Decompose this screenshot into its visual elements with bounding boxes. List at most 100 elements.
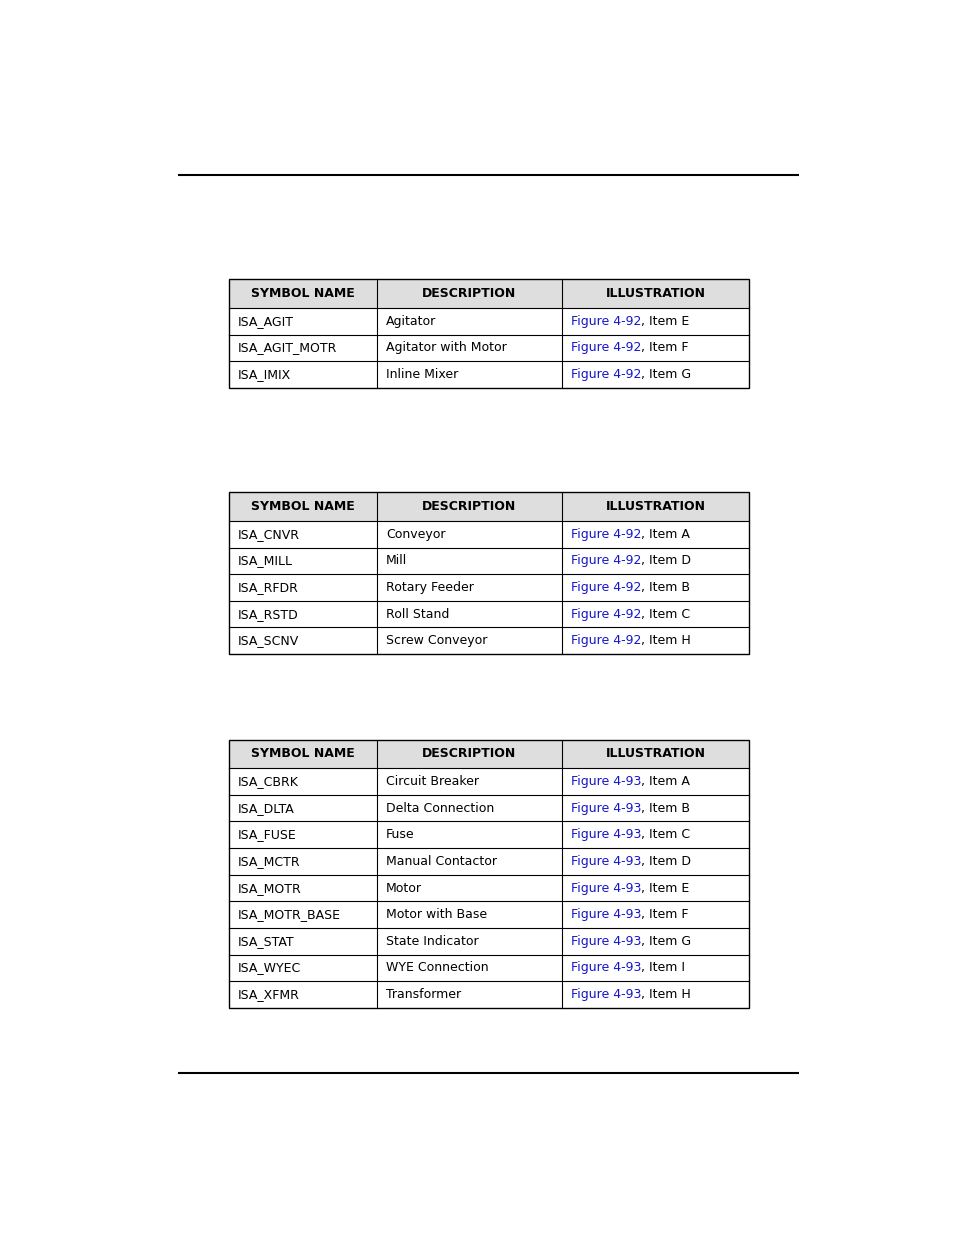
Bar [229, 601, 748, 627]
Text: DESCRIPTION: DESCRIPTION [422, 500, 516, 514]
Text: Figure 4-93: Figure 4-93 [570, 988, 640, 1002]
Bar [229, 361, 748, 388]
Text: Conveyor: Conveyor [385, 527, 445, 541]
Text: SYMBOL NAME: SYMBOL NAME [251, 500, 355, 514]
Text: ISA_CBRK: ISA_CBRK [237, 776, 298, 788]
Text: Screw Conveyor: Screw Conveyor [385, 635, 487, 647]
Text: , Item B: , Item B [640, 802, 689, 815]
Text: State Indicator: State Indicator [385, 935, 478, 947]
Text: , Item I: , Item I [640, 961, 684, 974]
Text: ISA_XFMR: ISA_XFMR [237, 988, 299, 1002]
Text: Motor with Base: Motor with Base [385, 908, 486, 921]
Bar [229, 927, 748, 955]
Text: , Item E: , Item E [640, 882, 689, 894]
Text: Roll Stand: Roll Stand [385, 608, 449, 621]
Text: Figure 4-93: Figure 4-93 [570, 961, 640, 974]
Bar [229, 627, 748, 655]
Text: Figure 4-93: Figure 4-93 [570, 882, 640, 894]
Text: ISA_SCNV: ISA_SCNV [237, 635, 298, 647]
Text: , Item A: , Item A [640, 527, 689, 541]
Bar [229, 955, 748, 982]
Text: ISA_DLTA: ISA_DLTA [237, 802, 294, 815]
Text: ISA_MOTR: ISA_MOTR [237, 882, 301, 894]
Text: ISA_WYEC: ISA_WYEC [237, 961, 300, 974]
Bar [229, 279, 748, 308]
Text: Transformer: Transformer [385, 988, 460, 1002]
Text: , Item C: , Item C [640, 608, 689, 621]
Text: Figure 4-92: Figure 4-92 [570, 635, 640, 647]
Text: Figure 4-92: Figure 4-92 [570, 608, 640, 621]
Text: ISA_AGIT_MOTR: ISA_AGIT_MOTR [237, 341, 336, 354]
Text: Figure 4-93: Figure 4-93 [570, 935, 640, 947]
Text: ISA_AGIT: ISA_AGIT [237, 315, 294, 327]
Text: , Item H: , Item H [640, 635, 690, 647]
Bar [229, 902, 748, 927]
Text: , Item E: , Item E [640, 315, 689, 327]
Text: Agitator: Agitator [385, 315, 436, 327]
Text: , Item D: , Item D [640, 855, 690, 868]
Text: WYE Connection: WYE Connection [385, 961, 488, 974]
Text: , Item A: , Item A [640, 776, 689, 788]
Text: , Item F: , Item F [640, 908, 688, 921]
Text: DESCRIPTION: DESCRIPTION [422, 747, 516, 761]
Text: ISA_STAT: ISA_STAT [237, 935, 294, 947]
Text: SYMBOL NAME: SYMBOL NAME [251, 747, 355, 761]
Bar [229, 848, 748, 874]
Bar [229, 740, 748, 768]
Bar [229, 493, 748, 655]
Bar [229, 547, 748, 574]
Bar [229, 335, 748, 361]
Text: Figure 4-93: Figure 4-93 [570, 908, 640, 921]
Bar [229, 521, 748, 547]
Text: ISA_IMIX: ISA_IMIX [237, 368, 291, 382]
Text: Circuit Breaker: Circuit Breaker [385, 776, 478, 788]
Text: Agitator with Motor: Agitator with Motor [385, 341, 506, 354]
Text: Figure 4-93: Figure 4-93 [570, 829, 640, 841]
Text: ISA_RFDR: ISA_RFDR [237, 580, 298, 594]
Text: , Item H: , Item H [640, 988, 690, 1002]
Text: Figure 4-92: Figure 4-92 [570, 580, 640, 594]
Text: , Item G: , Item G [640, 368, 690, 382]
Text: , Item D: , Item D [640, 555, 690, 567]
Text: ISA_MILL: ISA_MILL [237, 555, 293, 567]
Bar [229, 308, 748, 335]
Bar [229, 795, 748, 821]
Text: ISA_MOTR_BASE: ISA_MOTR_BASE [237, 908, 340, 921]
Text: Figure 4-93: Figure 4-93 [570, 776, 640, 788]
Bar [229, 740, 748, 1008]
Text: Delta Connection: Delta Connection [385, 802, 494, 815]
Text: ISA_CNVR: ISA_CNVR [237, 527, 299, 541]
Bar [229, 768, 748, 795]
Text: , Item C: , Item C [640, 829, 689, 841]
Text: Inline Mixer: Inline Mixer [385, 368, 457, 382]
Text: ILLUSTRATION: ILLUSTRATION [605, 500, 705, 514]
Text: Motor: Motor [385, 882, 421, 894]
Text: Figure 4-92: Figure 4-92 [570, 368, 640, 382]
Text: Figure 4-92: Figure 4-92 [570, 555, 640, 567]
Text: Figure 4-93: Figure 4-93 [570, 855, 640, 868]
Text: Manual Contactor: Manual Contactor [385, 855, 497, 868]
Bar [229, 493, 748, 521]
Text: SYMBOL NAME: SYMBOL NAME [251, 288, 355, 300]
Bar [229, 574, 748, 601]
Text: , Item F: , Item F [640, 341, 688, 354]
Text: , Item B: , Item B [640, 580, 689, 594]
Text: , Item G: , Item G [640, 935, 690, 947]
Text: ISA_MCTR: ISA_MCTR [237, 855, 300, 868]
Text: ISA_RSTD: ISA_RSTD [237, 608, 298, 621]
Bar [229, 982, 748, 1008]
Bar [229, 279, 748, 388]
Bar [229, 821, 748, 848]
Bar [229, 874, 748, 902]
Text: DESCRIPTION: DESCRIPTION [422, 288, 516, 300]
Text: Figure 4-92: Figure 4-92 [570, 341, 640, 354]
Text: Figure 4-92: Figure 4-92 [570, 527, 640, 541]
Text: ISA_FUSE: ISA_FUSE [237, 829, 296, 841]
Text: Mill: Mill [385, 555, 407, 567]
Text: ILLUSTRATION: ILLUSTRATION [605, 288, 705, 300]
Text: Fuse: Fuse [385, 829, 415, 841]
Text: Figure 4-93: Figure 4-93 [570, 802, 640, 815]
Text: Figure 4-92: Figure 4-92 [570, 315, 640, 327]
Text: ILLUSTRATION: ILLUSTRATION [605, 747, 705, 761]
Text: Rotary Feeder: Rotary Feeder [385, 580, 474, 594]
